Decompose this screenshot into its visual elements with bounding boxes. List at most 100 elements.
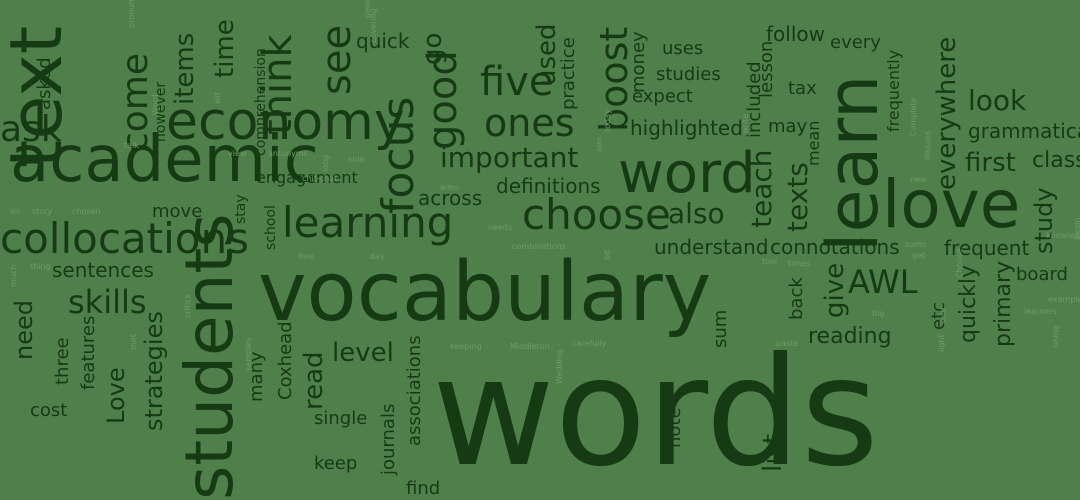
cloud-word: primary	[991, 260, 1016, 347]
cloud-word: keep	[314, 453, 358, 474]
cloud-word: quick	[356, 29, 410, 53]
cloud-word: note	[664, 407, 685, 448]
cloud-word: learners	[1024, 307, 1057, 316]
cloud-word: wit	[213, 92, 222, 104]
cloud-word: tax	[788, 78, 817, 99]
cloud-word: stay	[233, 194, 249, 224]
cloud-word: paste	[776, 339, 799, 348]
cloud-word: Word	[151, 94, 160, 115]
cloud-word: word	[618, 141, 756, 206]
cloud-word: begin	[1073, 217, 1080, 240]
cloud-word: economy	[166, 92, 405, 152]
cloud-word: aim	[595, 137, 604, 152]
cloud-word: follow	[766, 22, 825, 46]
cloud-word: important	[440, 141, 579, 174]
cloud-word: antonyms	[268, 149, 308, 158]
cloud-word: bit	[603, 249, 612, 260]
cloud-word: also	[668, 197, 725, 230]
cloud-word: grammatical	[968, 119, 1080, 143]
cloud-word: using	[1051, 325, 1060, 347]
cloud-word: chosen	[72, 207, 101, 216]
cloud-word: mean	[804, 120, 823, 166]
cloud-word: good	[420, 50, 466, 150]
cloud-word: Love	[102, 367, 130, 424]
cloud-word: journals	[378, 403, 399, 475]
cloud-word: talk	[124, 141, 139, 150]
cloud-word: times	[788, 259, 811, 268]
cloud-word: sum	[710, 309, 731, 348]
cloud-word: everywhere	[932, 36, 962, 190]
cloud-word: story	[32, 207, 53, 216]
cloud-word: AWL	[848, 263, 918, 301]
cloud-word: keeping	[450, 342, 482, 351]
cloud-word: reading	[808, 324, 892, 349]
cloud-word: five	[480, 59, 554, 105]
cloud-word: choose	[522, 190, 671, 239]
cloud-word: first	[965, 148, 1016, 178]
cloud-word: new	[910, 175, 927, 184]
cloud-word: come	[115, 52, 156, 152]
cloud-word: sold	[939, 307, 948, 324]
cloud-word: may	[768, 116, 808, 137]
cloud-word: met	[129, 334, 138, 350]
cloud-word: general	[363, 0, 372, 18]
cloud-word: list	[758, 433, 788, 472]
cloud-word: need	[10, 300, 38, 360]
cloud-word: thing	[30, 262, 51, 271]
cloud-word: skills	[68, 283, 147, 321]
cloud-word: much	[9, 264, 18, 287]
cloud-word: big	[872, 309, 885, 318]
cloud-word: needs	[488, 223, 513, 232]
cloud-word: learn	[812, 74, 894, 252]
cloud-word: academic	[10, 123, 319, 197]
cloud-word: free	[298, 252, 314, 261]
cloud-word: ones	[484, 101, 575, 145]
cloud-word: uses	[662, 38, 704, 59]
cloud-word: today	[603, 109, 612, 132]
cloud-word: understand	[654, 235, 769, 259]
cloud-word: studies	[656, 64, 721, 85]
cloud-word: look	[968, 84, 1027, 117]
cloud-word: long	[321, 154, 330, 172]
cloud-word: pronunciation	[127, 0, 136, 28]
cloud-word: features	[78, 315, 99, 390]
cloud-word: comprehension	[253, 48, 269, 156]
cloud-word: vocabulary	[258, 245, 712, 340]
cloud-word: get	[912, 251, 926, 260]
cloud-word: board	[1016, 264, 1068, 285]
cloud-word: money	[628, 31, 649, 93]
cloud-word: aims	[440, 183, 460, 192]
cloud-word: words	[432, 326, 879, 500]
cloud-word: school	[263, 205, 279, 250]
cloud-word: engagement	[256, 168, 358, 187]
cloud-word: collocations	[0, 214, 249, 263]
cloud-word: single	[314, 408, 368, 429]
cloud-word: used	[532, 23, 562, 86]
cloud-word: expect	[632, 86, 693, 107]
cloud-word: strategies	[140, 311, 168, 431]
cloud-word: combinations	[512, 242, 566, 251]
cloud-word: knowledge	[1046, 231, 1080, 240]
cloud-word: Complete	[909, 97, 918, 136]
cloud-word: practice	[558, 37, 579, 110]
cloud-word: definitions	[496, 174, 601, 198]
cloud-word: items	[170, 32, 200, 105]
cloud-word: associations	[404, 335, 425, 446]
cloud-word: asked	[34, 57, 55, 110]
cloud-word: go	[418, 32, 448, 65]
cloud-word: focus	[373, 96, 424, 214]
cloud-word: study	[1030, 187, 1058, 254]
cloud-word: sums	[905, 240, 927, 249]
cloud-word: Wedding	[555, 349, 564, 384]
cloud-word: light	[937, 334, 946, 352]
cloud-word: find	[406, 478, 441, 499]
cloud-word: cost	[30, 400, 68, 421]
cloud-word: chit-chat	[302, 174, 338, 183]
cloud-word: move	[152, 201, 203, 222]
cloud-word: ask	[0, 109, 62, 150]
cloud-word: samples	[244, 337, 253, 371]
cloud-word: Middleton	[510, 342, 550, 351]
cloud-word: texts	[781, 162, 814, 232]
cloud-word: critics	[183, 294, 192, 318]
